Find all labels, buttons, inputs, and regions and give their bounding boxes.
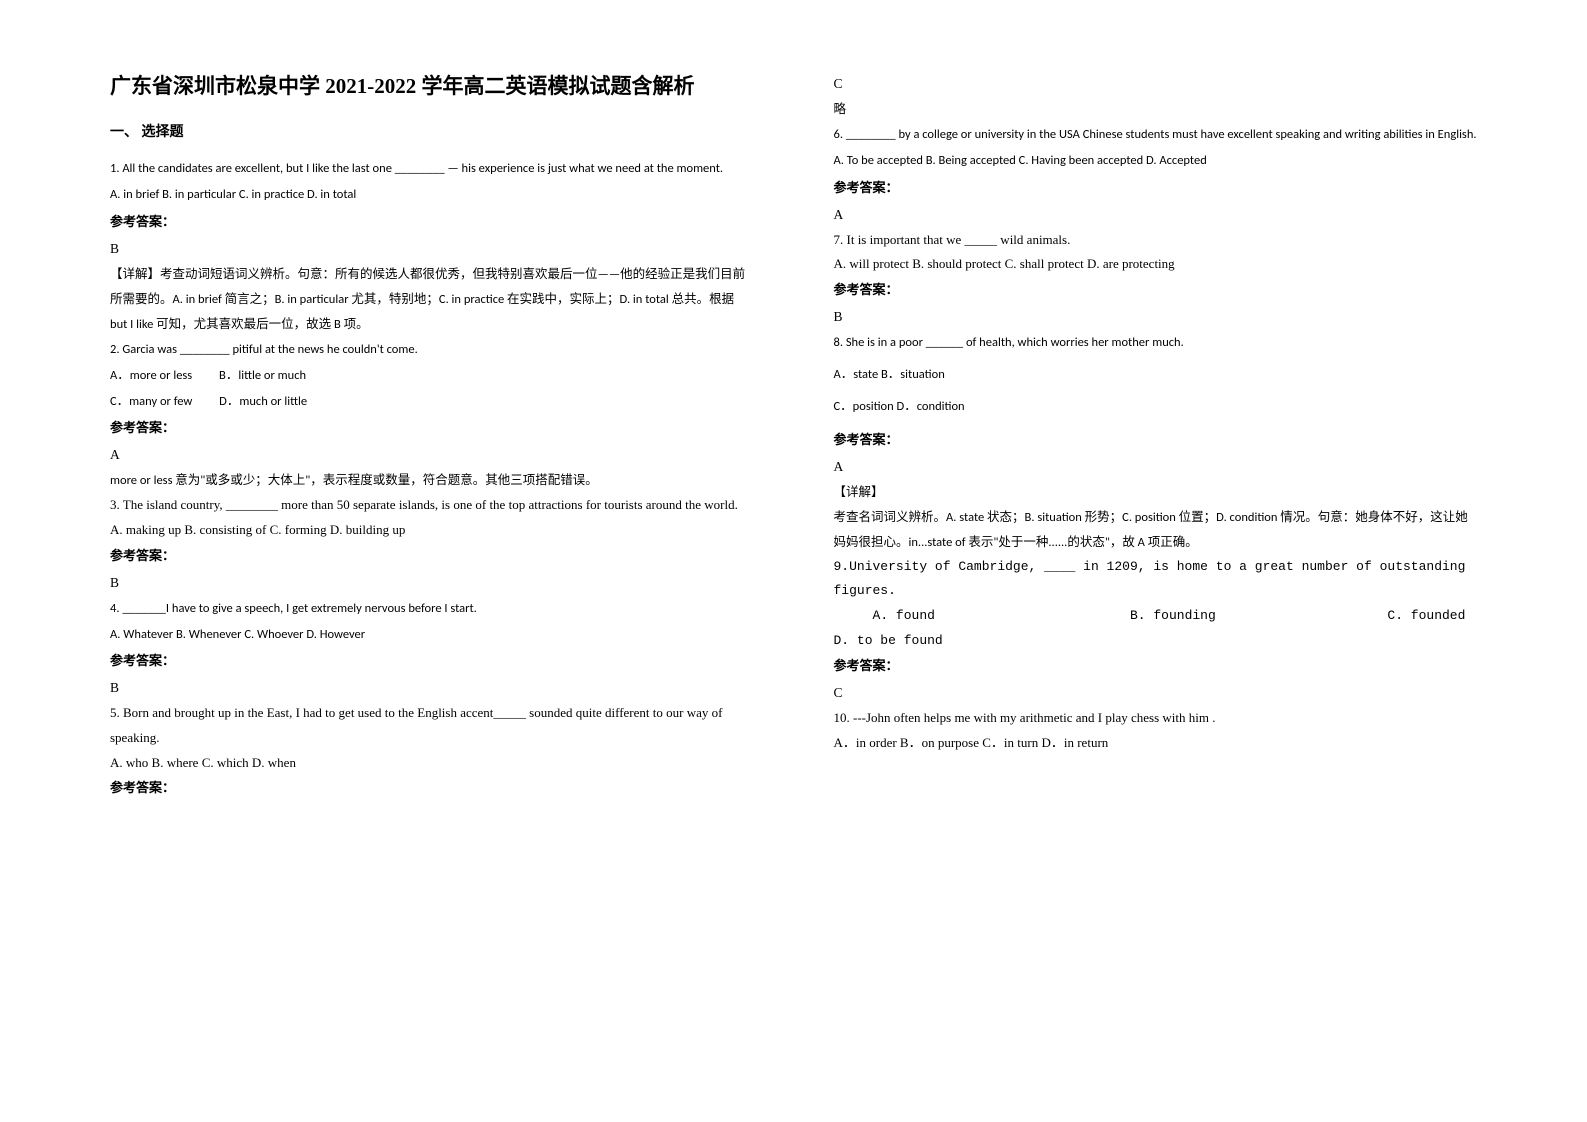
q8-xiangjie: 【详解】 — [834, 480, 1478, 505]
q7-options: A. will protect B. should protect C. sha… — [834, 252, 1478, 277]
q5-answer: C — [834, 70, 1478, 97]
q4-answer: B — [110, 674, 754, 701]
q4-answer-label: 参考答案： — [110, 648, 754, 674]
q4-stem: 4. _______I have to give a speech, I get… — [110, 596, 754, 622]
q3-answer: B — [110, 569, 754, 596]
q6-stem: 6. ________ by a college or university i… — [834, 122, 1478, 148]
section-header: 一、 选择题 — [110, 120, 754, 147]
q2-optC: C．many or few — [110, 389, 192, 415]
q6-answer: A — [834, 201, 1478, 228]
q1-options: A. in brief B. in particular C. in pract… — [110, 182, 754, 208]
q6-answer-label: 参考答案： — [834, 175, 1478, 201]
q2-options-row2: C．many or few D．much or little — [110, 389, 754, 415]
q9-stem: 9.University of Cambridge, ____ in 1209,… — [834, 555, 1478, 604]
q1-explain: 【详解】考查动词短语词义辨析。句意：所有的候选人都很优秀，但我特别喜欢最后一位—… — [110, 262, 754, 337]
q7-stem: 7. It is important that we _____ wild an… — [834, 228, 1478, 253]
q1-answer: B — [110, 235, 754, 262]
q6-options: A. To be accepted B. Being accepted C. H… — [834, 148, 1478, 174]
q2-optB: B．little or much — [219, 363, 306, 389]
q2-stem: 2. Garcia was ________ pitiful at the ne… — [110, 337, 754, 363]
q1-answer-label: 参考答案： — [110, 209, 754, 235]
right-column: C 略 6. ________ by a college or universi… — [794, 70, 1498, 1082]
q2-options-row1: A．more or less B．little or much — [110, 363, 754, 389]
q9-options: A. found B. founding C. founded D. to be… — [834, 604, 1478, 653]
q2-answer-label: 参考答案： — [110, 415, 754, 441]
q10-options: A．in order B．on purpose C．in turn D．in r… — [834, 731, 1478, 756]
q2-answer: A — [110, 441, 754, 468]
q7-answer: B — [834, 303, 1478, 330]
q2-optA: A．more or less — [110, 363, 192, 389]
q5-options: A. who B. where C. which D. when — [110, 751, 754, 776]
q8-answer-label: 参考答案： — [834, 427, 1478, 453]
q2-explain: more or less 意为"或多或少；大体上"，表示程度或数量，符合题意。其… — [110, 468, 754, 493]
q8-options-row1: A．state B．situation — [834, 362, 1478, 388]
q3-options: A. making up B. consisting of C. forming… — [110, 518, 754, 543]
q3-answer-label: 参考答案： — [110, 543, 754, 569]
q7-answer-label: 参考答案： — [834, 277, 1478, 303]
left-column: 广东省深圳市松泉中学 2021-2022 学年高二英语模拟试题含解析 一、 选择… — [90, 70, 794, 1082]
q8-explain: 考查名词词义辨析。A. state 状态；B. situation 形势；C. … — [834, 505, 1478, 555]
q9-answer-label: 参考答案： — [834, 653, 1478, 679]
doc-title: 广东省深圳市松泉中学 2021-2022 学年高二英语模拟试题含解析 — [110, 70, 754, 104]
q10-stem: 10. ---John often helps me with my arith… — [834, 706, 1478, 731]
q9-answer: C — [834, 679, 1478, 706]
q8-options-row2: C．position D．condition — [834, 394, 1478, 420]
q3-stem: 3. The island country, ________ more tha… — [110, 493, 754, 518]
q8-stem: 8. She is in a poor ______ of health, wh… — [834, 330, 1478, 356]
q5-answer-label: 参考答案： — [110, 775, 754, 801]
q1-stem: 1. All the candidates are excellent, but… — [110, 156, 754, 182]
q4-options: A. Whatever B. Whenever C. Whoever D. Ho… — [110, 622, 754, 648]
q5-lue: 略 — [834, 97, 1478, 122]
q8-answer: A — [834, 453, 1478, 480]
q2-optD: D．much or little — [219, 389, 307, 415]
q5-stem: 5. Born and brought up in the East, I ha… — [110, 701, 754, 750]
